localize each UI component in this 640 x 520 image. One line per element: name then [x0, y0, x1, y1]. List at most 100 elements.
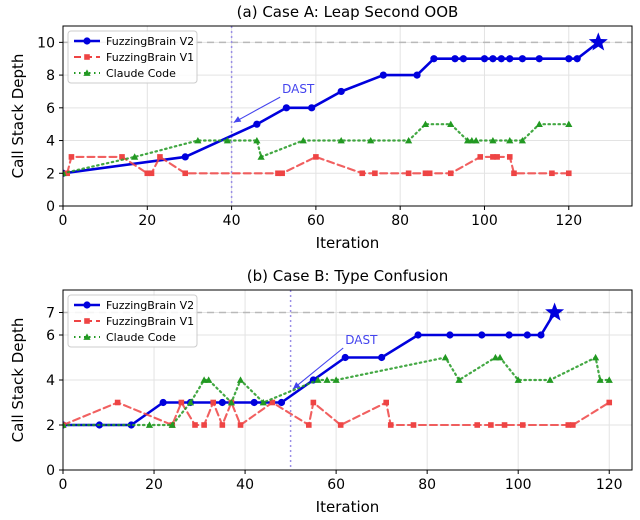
data-point — [194, 136, 202, 144]
x-tick-label: 100 — [471, 213, 498, 229]
x-tick-label: 80 — [391, 213, 409, 229]
data-point — [275, 170, 281, 177]
data-point — [250, 398, 258, 407]
series-fuzzingbrain-v2 — [63, 32, 608, 177]
x-axis-label: Iteration — [316, 498, 380, 516]
data-point — [148, 170, 155, 177]
data-point — [405, 170, 412, 177]
annotation-label: DAST — [345, 333, 378, 347]
data-point — [383, 399, 389, 406]
data-point — [565, 120, 573, 128]
x-tick-label: 120 — [596, 477, 623, 493]
x-tick-label: 60 — [307, 213, 325, 229]
y-tick-label: 0 — [46, 463, 55, 479]
data-point — [422, 170, 429, 177]
data-point — [605, 376, 613, 383]
legend-label: Claude Code — [106, 67, 176, 80]
data-point — [519, 422, 526, 428]
data-point — [497, 55, 505, 63]
y-tick-label: 8 — [46, 68, 55, 84]
y-tick-label: 7 — [46, 306, 55, 322]
x-tick-label: 40 — [223, 213, 241, 229]
data-point — [218, 398, 226, 407]
data-point — [501, 422, 508, 428]
y-tick-label: 4 — [46, 373, 55, 389]
data-point — [337, 422, 344, 428]
legend-box — [67, 294, 198, 348]
series-fuzzingbrain-v1 — [64, 154, 572, 177]
data-point — [455, 376, 463, 383]
series-claude-code — [63, 120, 573, 177]
x-tick-label: 40 — [236, 477, 254, 493]
y-tick-label: 6 — [46, 101, 55, 117]
legend-marker — [83, 69, 91, 76]
data-point — [459, 55, 468, 63]
chart-title: (a) Case A: Leap Second OOB — [237, 3, 459, 21]
data-point — [337, 87, 345, 96]
y-tick-label: 2 — [46, 418, 55, 434]
data-point — [181, 153, 189, 161]
data-point — [192, 422, 198, 428]
y-tick-label: 0 — [46, 199, 55, 215]
data-point — [570, 422, 576, 428]
data-point — [474, 422, 481, 428]
data-point — [306, 422, 312, 428]
data-point — [372, 170, 378, 177]
data-point — [186, 398, 195, 406]
data-point — [494, 154, 500, 160]
data-point — [227, 398, 236, 406]
data-point — [178, 399, 185, 406]
data-point — [201, 422, 207, 428]
legend-label: FuzzingBrain V1 — [106, 315, 194, 328]
data-point — [410, 422, 417, 428]
data-point — [591, 353, 600, 361]
data-point — [535, 120, 543, 128]
data-point — [359, 170, 366, 177]
legend-box — [67, 30, 198, 84]
annotation-arrow-head — [292, 382, 301, 389]
legend-marker — [83, 333, 91, 340]
data-point — [387, 422, 394, 428]
series-claude-code — [63, 353, 613, 428]
data-point — [549, 170, 555, 177]
data-point — [337, 136, 345, 144]
data-point — [168, 421, 176, 428]
legend: FuzzingBrain V2 FuzzingBrain V1 Claude Cod… — [67, 30, 198, 84]
data-point — [308, 104, 316, 112]
data-point — [480, 55, 489, 63]
data-point — [259, 398, 267, 406]
data-point — [514, 376, 522, 383]
x-tick-label: 100 — [505, 477, 532, 493]
data-point — [237, 422, 244, 428]
legend-marker — [84, 318, 90, 324]
data-point — [506, 154, 513, 160]
data-point — [413, 71, 421, 79]
data-point — [144, 170, 151, 177]
legend-marker — [83, 301, 91, 309]
x-tick-label: 0 — [59, 477, 68, 493]
legend-marker — [84, 54, 90, 60]
data-point — [114, 399, 121, 406]
data-point — [332, 376, 340, 383]
x-tick-label: 20 — [145, 477, 163, 493]
data-point — [379, 71, 387, 79]
data-point — [506, 136, 514, 144]
data-point — [426, 170, 433, 177]
series-line — [63, 401, 611, 427]
data-point — [488, 422, 494, 428]
data-point — [310, 399, 317, 406]
data-point — [478, 331, 486, 339]
data-point — [405, 136, 413, 144]
data-point — [546, 376, 554, 383]
data-point — [314, 376, 322, 383]
x-axis-label: Iteration — [316, 234, 380, 252]
data-point — [257, 153, 265, 160]
x-tick-label: 120 — [555, 213, 582, 229]
data-point — [236, 376, 245, 383]
data-point — [223, 136, 231, 144]
chart-title: (b) Case B: Type Confusion — [247, 267, 448, 285]
data-point — [506, 55, 514, 63]
data-point — [63, 421, 67, 428]
data-point — [496, 353, 504, 361]
